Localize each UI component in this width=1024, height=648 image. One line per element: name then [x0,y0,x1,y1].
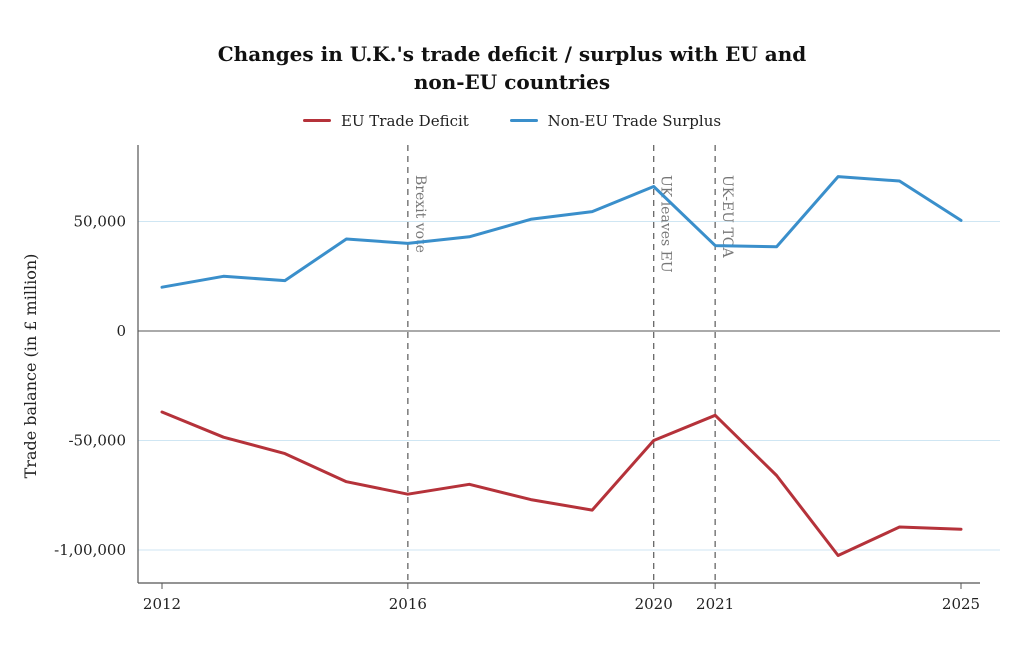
y-tick-label: -50,000 [68,432,126,450]
x-tick-label: 2020 [635,595,673,613]
legend-swatch-eu [302,119,331,122]
legend-item-eu: EU Trade Deficit [302,111,469,130]
legend-label-non-eu: Non-EU Trade Surplus [547,111,722,130]
legend-swatch-non-eu [509,119,538,122]
legend-item-non-eu: Non-EU Trade Surplus [509,111,722,130]
chart-title-line-2: non-EU countries [413,70,611,94]
chart-title-line-1: Changes in U.K.'s trade deficit / surplu… [217,42,807,66]
x-tick-label: 2021 [696,595,734,613]
y-axis-label: Trade balance (in £ million) [21,254,40,479]
x-tick-label: 2016 [389,595,427,613]
legend-label-eu: EU Trade Deficit [340,111,469,130]
y-tick-label: 0 [116,322,126,340]
y-tick-label: 50,000 [74,213,127,231]
event-label: Brexit vote [412,175,428,253]
x-tick-label: 2012 [143,595,181,613]
event-label: UK leaves EU [658,175,674,273]
series-line-eu [160,410,963,557]
legend: EU Trade Deficit Non-EU Trade Surplus [0,108,1024,130]
event-label: UK-EU TCA [719,175,735,258]
series-line-non-eu [160,175,963,289]
x-tick-label: 2025 [942,595,980,613]
chart-title: Changes in U.K.'s trade deficit / surplu… [0,40,1024,96]
y-tick-label: -1,00,000 [54,541,126,559]
